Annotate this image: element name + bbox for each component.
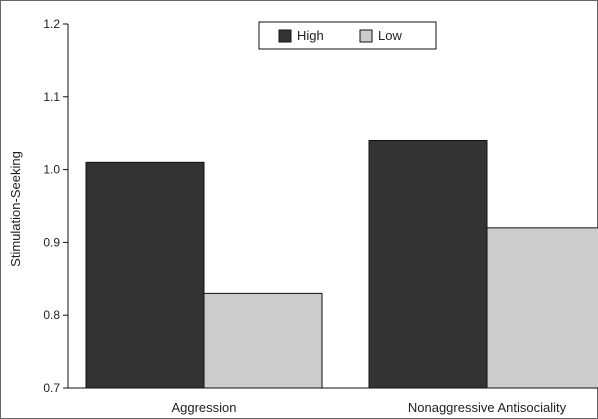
bar-high-aggression	[85, 161, 205, 389]
y-tick-label: 0.8	[43, 308, 60, 322]
bar-low-aggression	[203, 292, 323, 389]
legend-label-low: Low	[378, 28, 402, 43]
legend-label-high: High	[297, 28, 324, 43]
x-tick-label: Nonaggressive Antisociality	[408, 400, 567, 415]
legend: High Low	[258, 21, 437, 50]
y-tick-label: 1.1	[43, 90, 60, 104]
y-tick-label: 0.7	[43, 381, 60, 395]
y-tick-label: 0.9	[43, 235, 60, 249]
legend-swatch-low	[359, 29, 373, 43]
y-tick-label: 1.0	[43, 163, 60, 177]
y-axis-title: Stimulation-Seeking	[8, 151, 23, 267]
bar-low-nonaggressive-antisociality	[486, 227, 598, 389]
y-axis: Aggression Nonaggressive Antisociality 0.7…	[43, 17, 598, 415]
bar-high-nonaggressive-antisociality	[368, 139, 488, 389]
bars-layer	[85, 139, 598, 389]
x-tick-label: Aggression	[171, 400, 236, 415]
legend-swatch-high	[278, 29, 292, 43]
y-tick-label: 1.2	[43, 17, 60, 31]
